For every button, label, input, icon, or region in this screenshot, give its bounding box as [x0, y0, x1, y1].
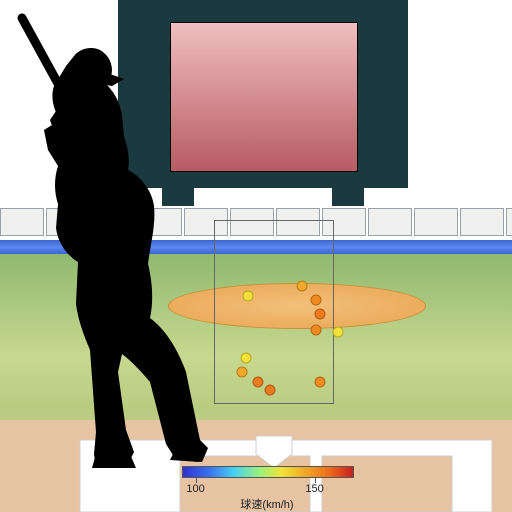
colorbar-tick-label: 150 — [305, 483, 323, 495]
colorbar-title: 球速(km/h) — [240, 496, 293, 512]
colorbar-tick-label: 100 — [186, 483, 204, 495]
batter-silhouette — [0, 0, 512, 512]
colorbar — [182, 466, 354, 478]
chart-canvas: 100 150 球速(km/h) — [0, 0, 512, 512]
